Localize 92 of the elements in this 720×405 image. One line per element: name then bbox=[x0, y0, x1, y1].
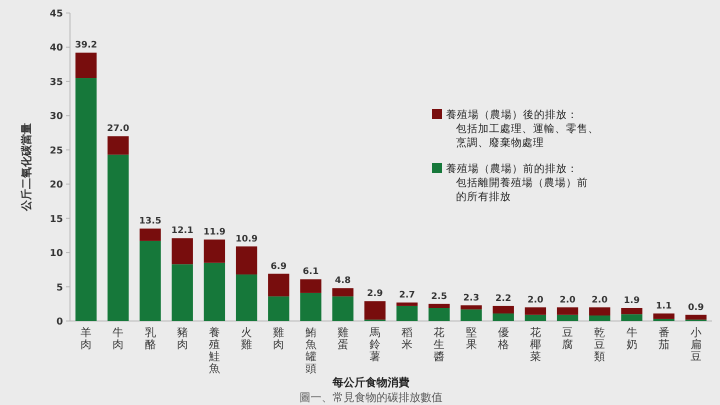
bar bbox=[524, 314, 546, 321]
bar bbox=[300, 292, 322, 321]
bar bbox=[428, 308, 450, 321]
total-label: 1.9 bbox=[624, 296, 640, 306]
bar bbox=[589, 316, 610, 321]
total-label: 2.2 bbox=[495, 294, 512, 304]
y-tick-label: 20 bbox=[50, 180, 64, 191]
bar bbox=[364, 301, 386, 320]
x-tick-label: 花椰菜 bbox=[530, 326, 541, 363]
total-label: 2.7 bbox=[399, 290, 416, 301]
total-label: 2.3 bbox=[463, 293, 480, 304]
text: 圖一、常見食物的碳排放數值 bbox=[300, 391, 442, 404]
bar bbox=[621, 314, 642, 321]
bar bbox=[236, 274, 258, 321]
x-tick-label: 乾豆類 bbox=[594, 326, 606, 363]
x-tick-label: 馬鈴薯 bbox=[368, 326, 380, 363]
bar bbox=[492, 313, 514, 321]
y-tick-label: 40 bbox=[50, 42, 64, 54]
bar bbox=[524, 307, 546, 315]
bar bbox=[204, 262, 226, 321]
legend-label: 養殖場（農場）後的排放：包括加工處理、運輸、零售、烹調、廢棄物處理 bbox=[446, 108, 599, 149]
x-tick-label: 豬肉 bbox=[176, 326, 188, 351]
x-tick-label: 火雞 bbox=[241, 326, 252, 351]
bar bbox=[332, 296, 354, 321]
total-label: 6.9 bbox=[270, 262, 287, 272]
legend-label: 養殖場（農場）前的排放：包括離開養殖場（農場）前的所有排放 bbox=[446, 162, 588, 203]
bar bbox=[108, 154, 129, 321]
x-tick-label: 堅果 bbox=[466, 326, 477, 351]
x-tick-label: 牛奶 bbox=[626, 326, 638, 351]
x-tick-label: 牛肉 bbox=[112, 326, 124, 351]
total-label: 13.5 bbox=[139, 216, 162, 227]
bar bbox=[460, 305, 482, 310]
bar bbox=[685, 314, 707, 320]
x-tick-label: 小扁豆 bbox=[690, 326, 702, 363]
bar bbox=[653, 313, 674, 319]
y-tick-label: 10 bbox=[50, 248, 64, 260]
bar bbox=[396, 302, 418, 306]
total-label: 11.9 bbox=[203, 228, 226, 238]
x-tick-label: 羊肉 bbox=[80, 326, 92, 351]
total-label: 12.1 bbox=[171, 226, 194, 236]
bar bbox=[332, 288, 354, 296]
total-label: 27.0 bbox=[107, 124, 130, 134]
bar bbox=[108, 136, 129, 155]
bar bbox=[556, 307, 578, 315]
x-tick-label: 優格 bbox=[496, 326, 509, 351]
total-label: 6.1 bbox=[302, 267, 319, 278]
total-label: 4.8 bbox=[334, 276, 351, 286]
x-tick-label: 稻米 bbox=[402, 326, 413, 351]
x-tick-label: 花生醬 bbox=[434, 326, 445, 363]
x-tick-label: 雞肉 bbox=[273, 326, 284, 351]
y-tick-label: 45 bbox=[50, 8, 63, 20]
x-tick-label: 豆腐 bbox=[562, 326, 574, 351]
bar bbox=[556, 314, 578, 321]
y-tick-label: 35 bbox=[50, 76, 63, 88]
x-axis-title: 每公斤食物消費 bbox=[332, 376, 410, 389]
y-tick-label: 30 bbox=[50, 111, 64, 122]
bar bbox=[75, 52, 97, 78]
total-label: 2.5 bbox=[431, 292, 448, 302]
total-label: 2.9 bbox=[366, 289, 383, 300]
y-axis-title: 公斤二氧化碳當量 bbox=[20, 123, 33, 212]
bar bbox=[300, 279, 322, 293]
x-tick-label: 番茄 bbox=[658, 326, 670, 351]
bar bbox=[172, 264, 193, 321]
bar bbox=[492, 306, 514, 314]
bar bbox=[460, 309, 482, 321]
x-tick-label: 雞蛋 bbox=[337, 326, 348, 351]
y-tick-label: 25 bbox=[50, 145, 63, 156]
bar bbox=[204, 240, 226, 263]
bar bbox=[396, 306, 418, 321]
y-tick-label: 0 bbox=[56, 316, 64, 328]
y-tick-label: 15 bbox=[50, 214, 63, 225]
x-tick-label: 養殖鮭魚 bbox=[208, 326, 220, 375]
x-tick-label: 乳酪 bbox=[144, 326, 156, 351]
x-tick-label: 鮪魚罐頭 bbox=[305, 326, 316, 375]
bar bbox=[621, 308, 642, 314]
total-label: 2.0 bbox=[527, 295, 544, 306]
total-label: 0.9 bbox=[688, 302, 704, 313]
total-label: 10.9 bbox=[235, 234, 258, 244]
bar bbox=[140, 240, 161, 321]
total-label: 1.1 bbox=[656, 301, 672, 312]
bar bbox=[236, 246, 258, 274]
bar bbox=[75, 78, 97, 321]
bar bbox=[589, 307, 610, 316]
bar bbox=[140, 228, 161, 241]
bar bbox=[172, 238, 193, 264]
bar bbox=[268, 274, 290, 296]
y-tick-label: 5 bbox=[56, 282, 63, 294]
bar bbox=[268, 296, 290, 321]
total-label: 2.0 bbox=[592, 295, 608, 306]
total-label: 2.0 bbox=[560, 295, 576, 306]
bar bbox=[428, 304, 450, 308]
total-label: 39.2 bbox=[74, 40, 98, 51]
